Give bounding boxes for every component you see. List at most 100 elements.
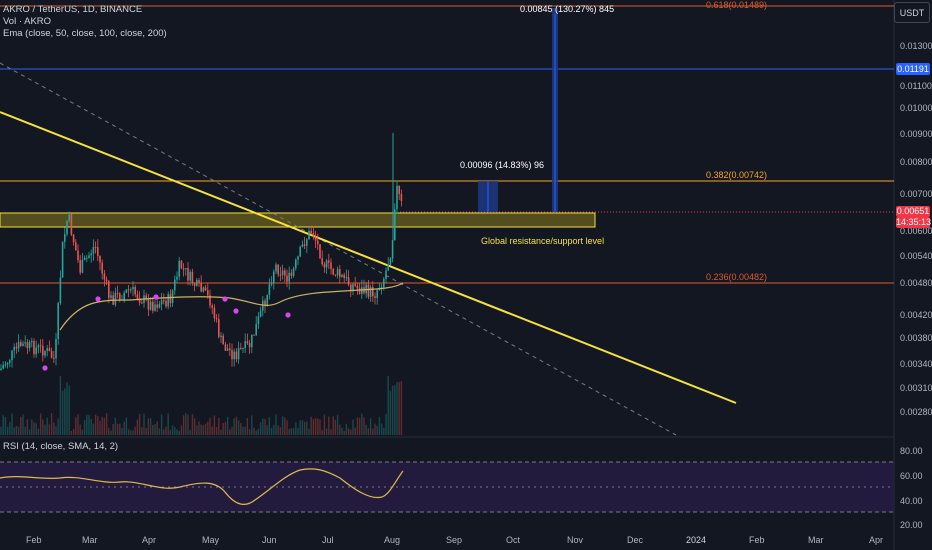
countdown-tag: 14:35:13 (896, 217, 932, 228)
candle-body (149, 301, 152, 310)
candle-body (299, 246, 301, 257)
candle-body (215, 318, 218, 320)
candle-body (354, 284, 356, 286)
volume-indicator-line[interactable]: Vol · AKRO (3, 16, 52, 27)
volume-bar (290, 428, 293, 435)
signal-dot (42, 365, 48, 371)
candle-body (398, 185, 400, 194)
volume-bar (317, 418, 319, 435)
candle-body (86, 257, 88, 259)
candle-body (198, 279, 200, 283)
candle-body (13, 346, 15, 351)
rsi-legend[interactable]: RSI (14, close, SMA, 14, 2) (3, 441, 119, 452)
candle-body (248, 343, 251, 348)
volume-bar (119, 423, 121, 435)
candle-body (132, 287, 134, 290)
candle-body (167, 294, 169, 307)
volume-bar (61, 390, 64, 435)
candle-body (48, 348, 51, 352)
time-axis-label: Mar (82, 535, 98, 545)
volume-bar (149, 418, 152, 435)
candle-body (123, 292, 125, 300)
volume-bar (251, 415, 253, 435)
volume-bar (24, 426, 26, 435)
volume-bar (28, 429, 31, 435)
time-axis-label: Apr (142, 535, 157, 545)
volume-bar (116, 423, 119, 435)
candle-body (2, 365, 4, 369)
volume-bar (235, 416, 238, 435)
candle-body (352, 284, 354, 291)
volume-bar (11, 413, 13, 435)
candle-body (328, 260, 330, 263)
candle-body (277, 264, 279, 275)
candle-body (231, 350, 233, 360)
candle-body (163, 300, 165, 302)
volume-bar (372, 428, 374, 435)
candle-body (389, 258, 392, 265)
currency-button[interactable]: USDT (894, 2, 930, 23)
volume-bar (112, 423, 114, 435)
candle-body (64, 234, 66, 242)
volume-bar (83, 420, 86, 435)
symbol-line[interactable]: AKRO / TetherUS, 1D, BINANCE (3, 4, 143, 15)
candle-body (75, 242, 77, 251)
candle-body (297, 256, 299, 260)
volume-bar (306, 421, 308, 435)
volume-bar (330, 429, 332, 435)
volume-bar (64, 388, 66, 435)
candle-body (281, 270, 284, 276)
volume-bar (156, 421, 158, 435)
time-axis-label: Aug (384, 535, 401, 545)
price-axis-label: 0.00380 (900, 333, 932, 343)
candle-body (319, 244, 321, 259)
candle-body (11, 350, 13, 361)
candle-body (306, 239, 308, 246)
candle-body (191, 271, 194, 284)
volume-bar (328, 416, 330, 435)
volume-bar (321, 429, 323, 435)
volume-bar (6, 426, 9, 435)
candle-body (314, 236, 317, 241)
candle-body (145, 295, 147, 300)
support-resistance-zone (0, 212, 596, 228)
candle-body (119, 293, 121, 300)
volume-bar (279, 427, 282, 435)
ema-indicator-line[interactable]: Ema (close, 50, close, 100, close, 200) (3, 28, 167, 39)
candle-body (330, 262, 332, 270)
time-axis-label: Mar (808, 535, 824, 545)
time-axis-label: Jun (262, 535, 277, 545)
volume-bar (79, 424, 81, 435)
candle-body (244, 341, 246, 348)
candle-body (99, 255, 101, 263)
volume-bar (391, 385, 394, 435)
volume-bar (101, 416, 103, 435)
signal-dot (95, 296, 101, 302)
candle-body (33, 341, 35, 355)
candle-body (200, 282, 202, 292)
candle-body (396, 185, 398, 210)
signal-dots (42, 294, 291, 371)
candle-body (391, 240, 394, 259)
volume-bar (31, 419, 33, 435)
candle-body (154, 304, 156, 311)
candle-body (72, 234, 75, 243)
volume-bar (108, 427, 110, 435)
candle-body (61, 241, 64, 278)
price-axis-label: 0.00280 (900, 407, 932, 417)
candle-body (136, 294, 139, 299)
volume-bar (358, 417, 361, 435)
candle-body (66, 220, 68, 235)
volume-bar (94, 414, 97, 435)
candle-body (176, 276, 178, 280)
candle-body (28, 341, 31, 348)
candle-body (110, 295, 112, 298)
volume-bar (299, 420, 301, 435)
volume-bar (77, 414, 79, 435)
volume-bar (39, 413, 42, 435)
volume-bar (387, 376, 389, 435)
volume-bar (145, 428, 147, 435)
candle-body (127, 289, 130, 291)
